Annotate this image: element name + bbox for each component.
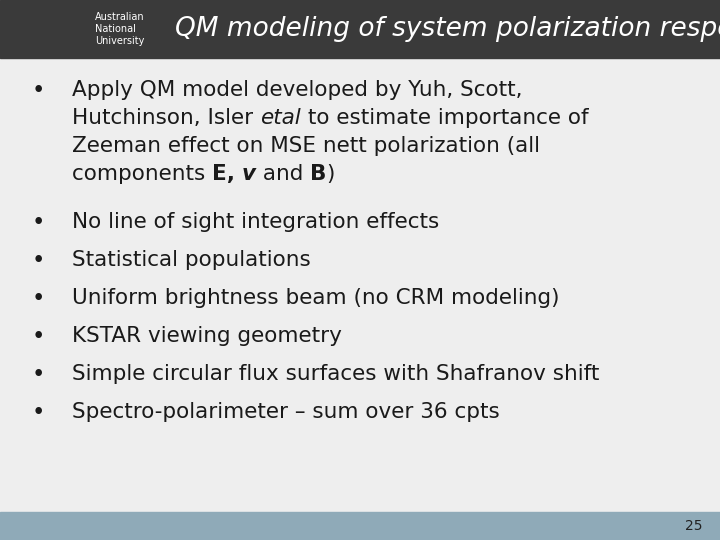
- Text: 25: 25: [685, 519, 702, 533]
- Text: v: v: [242, 164, 256, 184]
- Text: •: •: [31, 248, 45, 272]
- Text: to estimate importance of: to estimate importance of: [301, 108, 588, 128]
- Text: No line of sight integration effects: No line of sight integration effects: [72, 212, 439, 232]
- Text: Apply QM model developed by Yuh, Scott,: Apply QM model developed by Yuh, Scott,: [72, 80, 523, 100]
- Text: Uniform brightness beam (no CRM modeling): Uniform brightness beam (no CRM modeling…: [72, 288, 559, 308]
- Text: •: •: [31, 211, 45, 233]
- Text: •: •: [31, 362, 45, 386]
- Text: Statistical populations: Statistical populations: [72, 250, 311, 270]
- Text: •: •: [31, 401, 45, 423]
- Text: E,: E,: [212, 164, 235, 184]
- Text: QM modeling of system polarization response: QM modeling of system polarization respo…: [175, 16, 720, 42]
- Text: •: •: [31, 325, 45, 348]
- Text: Australian
National
University: Australian National University: [95, 11, 145, 46]
- Text: components: components: [72, 164, 212, 184]
- Text: Spectro-polarimeter – sum over 36 cpts: Spectro-polarimeter – sum over 36 cpts: [72, 402, 500, 422]
- Text: ): ): [327, 164, 335, 184]
- Text: Zeeman effect on MSE nett polarization (all: Zeeman effect on MSE nett polarization (…: [72, 136, 540, 156]
- Text: etal: etal: [260, 108, 301, 128]
- Bar: [0, 512, 720, 540]
- Text: KSTAR viewing geometry: KSTAR viewing geometry: [72, 326, 342, 346]
- Text: Hutchinson, Isler: Hutchinson, Isler: [72, 108, 260, 128]
- Text: •: •: [31, 78, 45, 102]
- Text: •: •: [31, 287, 45, 309]
- Text: Simple circular flux surfaces with Shafranov shift: Simple circular flux surfaces with Shafr…: [72, 364, 599, 384]
- Text: B: B: [310, 164, 327, 184]
- Bar: [0, 58, 720, 512]
- Bar: [0, 0, 720, 58]
- Text: and: and: [256, 164, 310, 184]
